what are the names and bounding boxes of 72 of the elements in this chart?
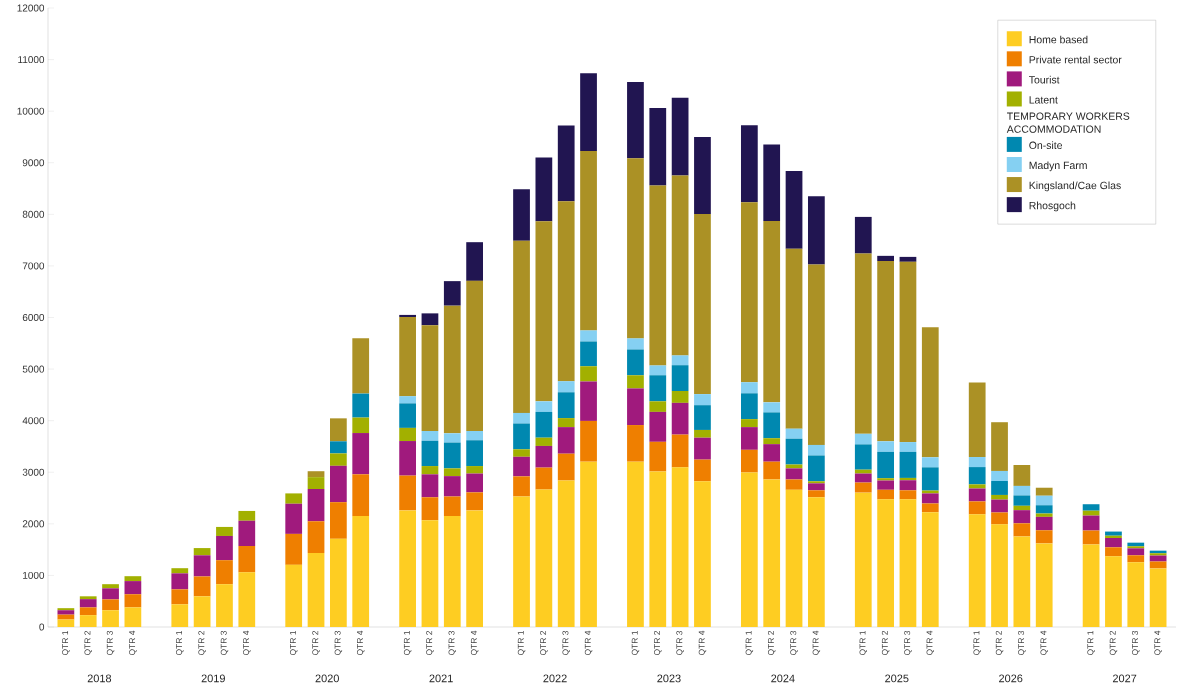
- x-tick-label: QTR 2: [312, 630, 320, 656]
- legend-label: Rhosgoch: [1029, 201, 1076, 212]
- x-tick-label: QTR 3: [790, 630, 798, 656]
- x-tick-label: QTR 3: [334, 630, 343, 656]
- x-tick-label: QTR 4: [356, 630, 365, 656]
- text: 2018: [87, 674, 112, 683]
- x-tick-label: QTR 1: [973, 630, 981, 656]
- y-tick-label: 6000: [22, 313, 45, 322]
- x-tick-label: QTR 2: [426, 630, 434, 656]
- legend-label: Private rental sector: [1029, 55, 1122, 64]
- y-tick-label: 11000: [18, 56, 45, 64]
- x-tick-label: QTR 4: [584, 630, 593, 656]
- y-tick-label: 12000: [17, 4, 45, 12]
- x-tick-label: QTR 2: [84, 630, 92, 656]
- x-tick-label: QTR 1: [176, 630, 184, 656]
- legend-label: Tourist: [1029, 75, 1060, 84]
- y-tick-label: 4000: [22, 417, 45, 425]
- x-tick-label: QTR 3: [676, 630, 684, 656]
- x-tick-label: QTR 2: [654, 630, 662, 656]
- y-tick-label: 5000: [22, 365, 45, 373]
- x-tick-label: QTR 1: [745, 630, 754, 656]
- text: 2027: [1112, 674, 1137, 683]
- y-tick-label: 10000: [17, 107, 45, 115]
- x-tick-label: QTR 3: [1132, 630, 1140, 656]
- legend-title: TEMPORARY WORKERS ACCOMMODATION: [1006, 112, 1130, 133]
- x-tick-label: QTR 2: [881, 630, 890, 656]
- y-tick-label: 7000: [22, 262, 45, 270]
- x-tick-label: QTR 4: [1154, 630, 1162, 656]
- y-tick-label: 8000: [22, 210, 45, 218]
- x-tick-label: QTR 2: [995, 630, 1004, 656]
- x-tick-label: QTR 3: [1018, 630, 1026, 656]
- x-tick-label: QTR 3: [448, 630, 457, 656]
- x-tick-label: QTR 1: [631, 630, 640, 656]
- x-tick-label: QTR 3: [904, 630, 912, 656]
- x-tick-label: QTR 4: [812, 630, 821, 656]
- x-tick-label: QTR 3: [106, 630, 115, 656]
- y-tick-label: 1000: [23, 571, 45, 579]
- x-tick-label: QTR 4: [243, 630, 251, 656]
- x-tick-label: QTR 2: [198, 630, 206, 656]
- y-tick-label: 9000: [22, 159, 45, 167]
- x-tick-label: QTR 1: [517, 630, 526, 656]
- x-tick-label: QTR 1: [289, 630, 298, 656]
- x-tick-label: QTR 1: [403, 630, 412, 656]
- text: 2022: [543, 674, 567, 683]
- text: 2024: [771, 674, 795, 683]
- text: 2026: [999, 674, 1023, 683]
- x-tick-label: QTR 4: [926, 630, 935, 656]
- x-tick-label: QTR 1: [859, 630, 868, 656]
- x-tick-label: QTR 4: [698, 630, 707, 656]
- y-tick-label: 2000: [22, 520, 45, 528]
- y-tick-label: 0: [39, 623, 45, 631]
- y-tick-label: 3000: [22, 468, 45, 476]
- x-tick-label: QTR 4: [470, 630, 479, 656]
- x-tick-label: QTR 2: [540, 630, 548, 656]
- x-tick-label: QTR 1: [1087, 630, 1095, 656]
- x-tick-label: QTR 1: [62, 630, 70, 656]
- text: 2025: [885, 674, 909, 683]
- text: 2020: [315, 674, 339, 683]
- x-tick-label: QTR 4: [129, 630, 137, 656]
- legend-label: Home based: [1029, 35, 1088, 44]
- x-tick-label: QTR 3: [220, 630, 229, 656]
- x-tick-label: QTR 2: [767, 630, 776, 656]
- legend-label: Latent: [1029, 96, 1058, 104]
- legend-label: Kingsland/Cae Glas: [1029, 181, 1121, 192]
- text: 2021: [429, 674, 453, 683]
- legend-label: On-site: [1029, 141, 1063, 150]
- x-tick-label: QTR 4: [1040, 630, 1048, 656]
- x-tick-label: QTR 3: [562, 630, 570, 656]
- x-tick-label: QTR 2: [1109, 630, 1118, 656]
- text: 2023: [657, 674, 681, 683]
- text: 2019: [201, 674, 225, 683]
- legend-label: Madyn Farm: [1029, 161, 1087, 172]
